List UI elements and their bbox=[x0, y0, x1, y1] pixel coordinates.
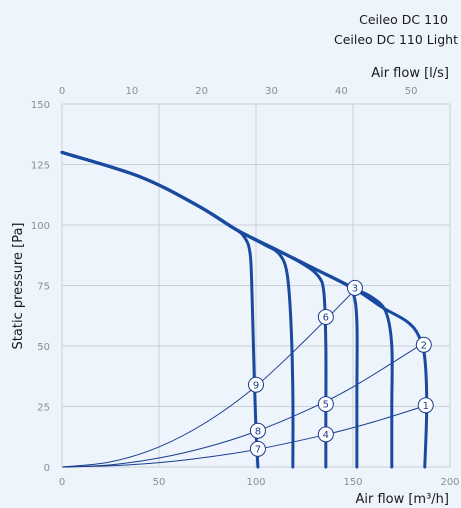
x2-tick-label: 50 bbox=[405, 86, 418, 97]
marker-3: 3 bbox=[346, 279, 363, 296]
y-tick-label: 125 bbox=[31, 161, 50, 172]
operating-point-markers: 1 2 3 4 5 6 7 8 9 bbox=[248, 279, 434, 457]
y-tick-label: 50 bbox=[37, 342, 50, 353]
marker-2: 2 bbox=[415, 336, 432, 353]
x-tick-label: 0 bbox=[59, 477, 65, 488]
marker-1: 1 bbox=[417, 397, 434, 414]
system-curves bbox=[61, 287, 427, 468]
x2-tick-label: 10 bbox=[125, 86, 138, 97]
fan-curve-5 bbox=[60, 150, 394, 469]
system-curve-3 bbox=[61, 404, 427, 468]
marker-label: 1 bbox=[423, 401, 429, 412]
system-curve-2 bbox=[61, 341, 426, 468]
marker-circle bbox=[417, 397, 434, 414]
x2-tick-label: 30 bbox=[265, 86, 278, 97]
y-tick-label: 150 bbox=[31, 100, 50, 111]
marker-circle bbox=[248, 376, 264, 393]
grid bbox=[61, 103, 451, 468]
marker-circle bbox=[346, 279, 363, 296]
marker-circle bbox=[317, 426, 334, 443]
x-tick-label: 200 bbox=[440, 477, 459, 488]
y-tick-label: 75 bbox=[37, 282, 50, 293]
x2-tick-label: 20 bbox=[195, 86, 208, 97]
marker-7: 7 bbox=[249, 440, 266, 457]
fan-curve-6 bbox=[60, 150, 429, 469]
fan-curve-1 bbox=[60, 150, 260, 469]
marker-label: 9 bbox=[253, 380, 259, 391]
marker-5: 5 bbox=[317, 396, 334, 413]
fan-curve-2 bbox=[60, 150, 295, 469]
marker-9: 9 bbox=[248, 376, 264, 393]
marker-6: 6 bbox=[317, 308, 334, 325]
x-tick-label: 50 bbox=[153, 477, 166, 488]
marker-circle bbox=[415, 336, 432, 353]
y-tick-label: 25 bbox=[37, 403, 50, 414]
marker-8: 8 bbox=[249, 422, 266, 439]
y-tick-label: 100 bbox=[31, 221, 50, 232]
marker-circle bbox=[249, 422, 266, 439]
fan-curves bbox=[60, 150, 429, 469]
marker-4: 4 bbox=[317, 426, 334, 443]
chart-title-line-1: Ceileo DC 110 bbox=[359, 12, 448, 27]
system-curve-1 bbox=[61, 287, 358, 468]
marker-label: 3 bbox=[352, 284, 358, 295]
marker-label: 6 bbox=[323, 313, 329, 324]
top-axis-label: Air flow [l/s] bbox=[371, 66, 449, 81]
x-tick-label: 150 bbox=[343, 477, 362, 488]
marker-circle bbox=[249, 440, 266, 457]
marker-label: 5 bbox=[323, 400, 329, 411]
marker-circle bbox=[317, 396, 334, 413]
marker-circle bbox=[317, 308, 334, 325]
x-tick-label: 100 bbox=[246, 477, 265, 488]
x2-tick-label: 40 bbox=[335, 86, 348, 97]
chart-title-line-2: Ceileo DC 110 Light bbox=[334, 32, 458, 47]
y-tick-label: 0 bbox=[44, 463, 50, 474]
marker-label: 2 bbox=[421, 340, 427, 351]
marker-label: 4 bbox=[323, 430, 329, 441]
marker-label: 8 bbox=[255, 426, 261, 437]
x-axis-label: Air flow [m³/h] bbox=[355, 492, 449, 507]
marker-label: 7 bbox=[255, 444, 261, 455]
y-axis-label: Static pressure [Pa] bbox=[11, 223, 26, 350]
x2-tick-label: 0 bbox=[59, 86, 65, 97]
